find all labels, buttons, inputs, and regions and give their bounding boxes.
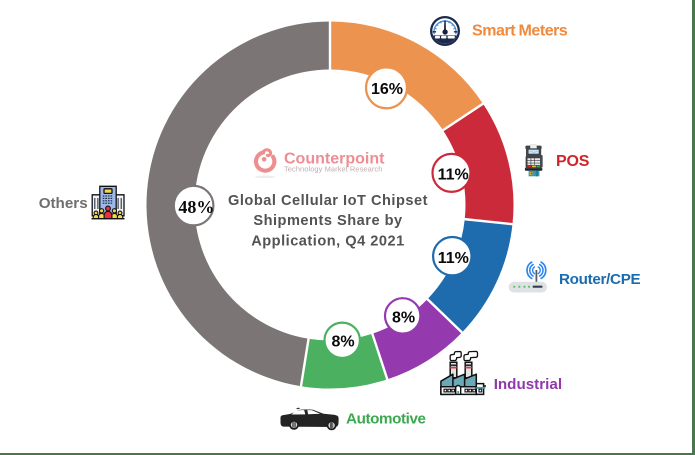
svg-text:Others: Others — [39, 195, 88, 212]
svg-text:8%: 8% — [392, 309, 415, 326]
svg-text:Smart Meters: Smart Meters — [472, 23, 568, 40]
svg-text:Global Cellular IoT Chipset: Global Cellular IoT Chipset — [228, 193, 428, 209]
svg-text:POS: POS — [556, 153, 590, 170]
svg-text:Shipments Share by: Shipments Share by — [253, 213, 403, 229]
svg-text:8%: 8% — [331, 334, 354, 351]
svg-text:48%: 48% — [178, 197, 214, 217]
svg-text:Technology Market Research: Technology Market Research — [284, 165, 382, 174]
svg-text:16%: 16% — [371, 81, 403, 98]
svg-text:11%: 11% — [438, 250, 469, 267]
svg-text:Application, Q4 2021: Application, Q4 2021 — [251, 233, 405, 249]
svg-text:Automotive: Automotive — [346, 411, 426, 428]
svg-text:Industrial: Industrial — [494, 376, 562, 393]
svg-text:Counterpoint: Counterpoint — [284, 151, 385, 168]
svg-text:Router/CPE: Router/CPE — [559, 271, 641, 288]
svg-text:11%: 11% — [438, 166, 469, 183]
